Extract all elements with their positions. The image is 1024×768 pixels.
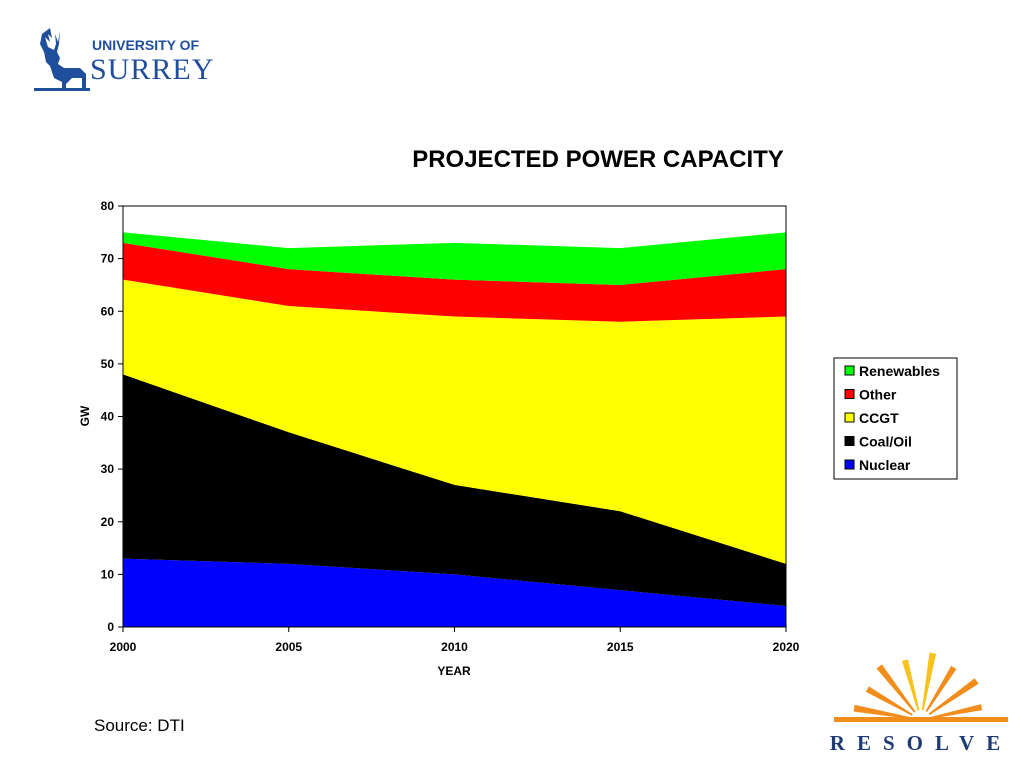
sun-ray — [928, 678, 979, 716]
power-capacity-chart: PROJECTED POWER CAPACITY 0 10 20 30 40 50 60 70… — [78, 146, 958, 678]
x-tick-label: 2020 — [773, 640, 800, 654]
legend-swatch — [844, 365, 855, 376]
y-tick-label: 0 — [107, 620, 114, 634]
legend-swatch — [844, 412, 855, 423]
sun-ray — [925, 665, 957, 713]
y-tick-label: 30 — [101, 462, 115, 476]
x-tick-label: 2000 — [110, 640, 137, 654]
legend-item-label: CCGT — [859, 410, 899, 426]
sun-ray — [921, 652, 937, 711]
y-tick-label: 40 — [101, 410, 115, 424]
legend-swatch — [844, 436, 855, 446]
legend: Renewables Other CCGT Coal/Oil Nuclear — [833, 357, 958, 480]
chart-areas — [123, 232, 786, 627]
resolve-logo: RESOLVE — [830, 652, 1012, 755]
legend-item-label: Nuclear — [859, 457, 911, 473]
sun-ray — [876, 664, 916, 713]
x-tick-label: 2015 — [607, 640, 634, 654]
area-other — [123, 242, 786, 322]
y-tick-label: 50 — [101, 357, 115, 371]
chart-title: PROJECTED POWER CAPACITY — [412, 146, 784, 173]
sun-ray — [865, 686, 913, 716]
y-axis: 0 10 20 30 40 50 60 70 80 — [101, 199, 123, 634]
logo-line1: UNIVERSITY OF — [92, 37, 200, 53]
sun-ray — [853, 704, 912, 720]
area-renewables — [123, 232, 786, 285]
y-axis-label: GW — [78, 405, 92, 426]
x-axis: 2000 2005 2010 2015 2020 — [110, 627, 800, 654]
resolve-wordmark: RESOLVE — [830, 731, 1012, 755]
area-nuclear — [123, 558, 786, 627]
sun-ray — [930, 704, 983, 719]
legend-swatch — [844, 459, 855, 470]
y-tick-label: 60 — [101, 304, 115, 318]
legend-item-label: Coal/Oil — [859, 434, 912, 450]
stag-icon — [34, 28, 90, 91]
source-note: Source: DTI — [94, 716, 185, 735]
legend-item-label: Renewables — [859, 363, 940, 379]
x-tick-label: 2005 — [275, 640, 302, 654]
y-tick-label: 70 — [101, 252, 115, 266]
logo-line2: SURREY — [90, 53, 214, 86]
horizon-bar — [834, 717, 1008, 722]
legend-item-label: Other — [859, 387, 897, 403]
y-tick-label: 20 — [101, 515, 115, 529]
x-axis-label: YEAR — [437, 664, 471, 678]
sun-ray — [902, 659, 920, 711]
university-of-surrey-logo: UNIVERSITY OF SURREY — [34, 28, 214, 91]
x-tick-label: 2010 — [441, 640, 468, 654]
y-tick-label: 10 — [101, 567, 115, 581]
area-ccgt — [123, 279, 786, 564]
sunburst-icon — [834, 652, 1008, 722]
y-tick-label: 80 — [101, 199, 115, 213]
legend-swatch — [844, 389, 855, 399]
